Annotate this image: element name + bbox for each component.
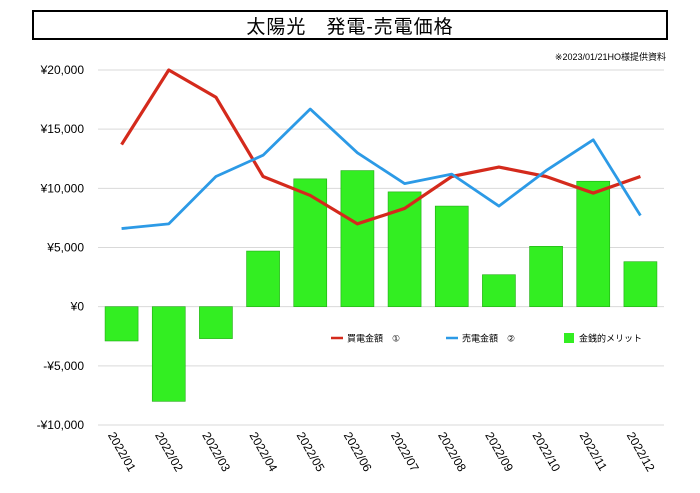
gridlines [98, 69, 664, 426]
y-tick-label: ¥5,000 [46, 241, 84, 255]
x-tick-label: 2022/03 [199, 430, 233, 475]
merit-bar [576, 180, 611, 307]
y-tick-label: ¥10,000 [40, 181, 85, 195]
legend-merit-swatch [564, 333, 574, 343]
y-tick-label: ¥15,000 [40, 122, 85, 136]
x-tick-label: 2022/07 [388, 430, 422, 475]
merit-bar [623, 261, 658, 307]
x-tick-label: 2022/12 [624, 430, 658, 475]
merit-bar [104, 306, 139, 342]
y-axis-ticks: ¥20,000 ¥15,000 ¥10,000 ¥5,000 ¥0 -¥5,000 -¥10… [37, 63, 85, 432]
legend: 買電金額 ① 売電金額 ② 金銭的メリット [331, 333, 642, 344]
merit-bar [434, 205, 469, 307]
legend-buy-label: 買電金額 ① [347, 333, 400, 344]
merit-bar [151, 306, 186, 402]
bars [104, 170, 658, 402]
merit-bar [293, 178, 328, 307]
y-tick-label: ¥0 [70, 300, 85, 314]
merit-bar [529, 246, 563, 307]
x-tick-label: 2022/05 [294, 430, 328, 475]
y-tick-label: ¥20,000 [40, 63, 85, 77]
x-tick-label: 2022/09 [482, 430, 516, 475]
x-tick-label: 2022/08 [435, 430, 469, 475]
x-axis-ticks: 2022/01 2022/02 2022/03 2022/04 2022/05 2022/… [105, 430, 658, 475]
source-note: ※2023/01/21HO様提供資料 [554, 52, 666, 62]
legend-merit-label: 金銭的メリット [579, 333, 642, 344]
chart-title: 太陽光 発電-売電価格 [32, 10, 668, 40]
x-tick-label: 2022/10 [529, 430, 563, 475]
sell-amount-line [121, 107, 642, 230]
buy-amount-line [120, 68, 641, 226]
merit-bar [246, 250, 280, 307]
y-tick-label: -¥5,000 [43, 359, 84, 373]
x-tick-label: 2022/04 [246, 430, 280, 475]
merit-bar [482, 274, 516, 307]
x-tick-label: 2022/06 [341, 430, 375, 475]
y-tick-label: -¥10,000 [37, 418, 85, 432]
lines [120, 68, 642, 230]
x-tick-label: 2022/01 [105, 430, 139, 475]
x-tick-label: 2022/11 [577, 430, 611, 474]
merit-bar [340, 170, 375, 307]
legend-sell-label: 売電金額 ② [462, 333, 515, 344]
x-tick-label: 2022/02 [152, 430, 186, 475]
merit-bar [199, 306, 233, 339]
